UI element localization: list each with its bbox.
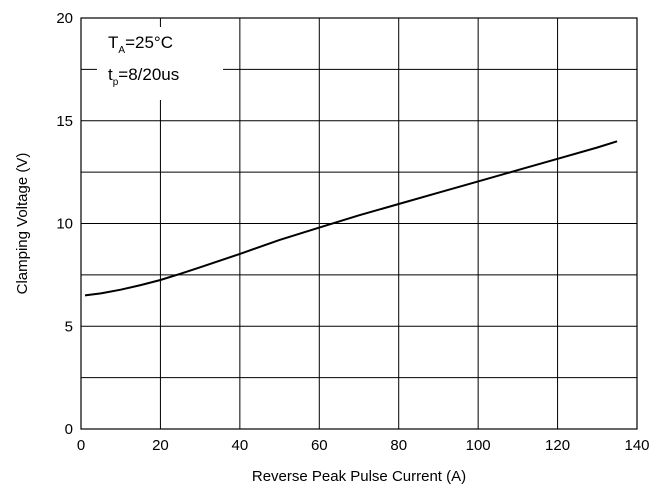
annotation-box: [97, 27, 223, 100]
plot-frame: [80, 17, 638, 430]
x-tick-label: 80: [390, 437, 407, 454]
y-axis-label: Clamping Voltage (V): [14, 153, 31, 295]
annotation-pulse: tp=8/20us: [108, 65, 179, 88]
annotation-temperature-subscript: A: [118, 45, 125, 56]
x-axis-label: Reverse Peak Pulse Current (A): [252, 468, 466, 485]
y-tick-label: 20: [56, 10, 73, 27]
x-tick-label: 140: [624, 437, 649, 454]
annotation-pulse-value: =8/20us: [118, 65, 179, 84]
annotation-temperature: TA=25°C: [108, 33, 173, 56]
series-line: [84, 140, 618, 297]
x-tick-label: 40: [232, 437, 249, 454]
x-tick-label: 120: [545, 437, 570, 454]
x-tick-label: 100: [466, 437, 491, 454]
y-tick-label: 10: [56, 216, 73, 233]
y-tick-label: 0: [65, 421, 73, 438]
annotation-temperature-value: =25°C: [125, 33, 173, 52]
x-tick-label: 60: [311, 437, 328, 454]
annotation-pulse-symbol: t: [108, 65, 113, 84]
annotation-pulse-subscript: p: [113, 77, 119, 88]
x-axis-ticks: 0 20 40 60 80 100 120 140: [77, 437, 650, 454]
x-tick-label: 0: [77, 437, 85, 454]
y-tick-label: 15: [56, 113, 73, 130]
annotation-temperature-symbol: T: [108, 33, 118, 52]
y-tick-label: 5: [65, 318, 73, 335]
x-tick-label: 20: [152, 437, 169, 454]
y-axis-ticks: 0 5 10 15 20: [56, 10, 73, 438]
